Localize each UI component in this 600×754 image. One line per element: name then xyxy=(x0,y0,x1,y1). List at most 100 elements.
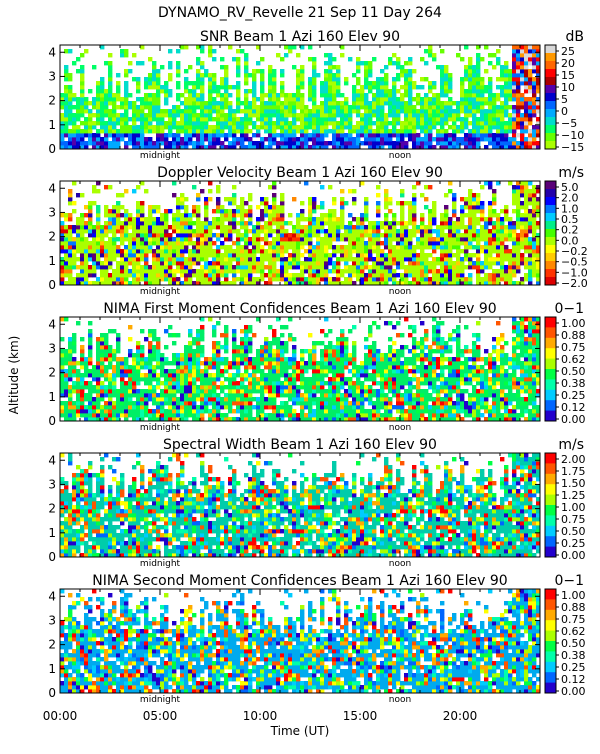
colorbar-swatch xyxy=(545,125,556,134)
colorbar-swatch xyxy=(545,683,556,694)
colorbar-swatch xyxy=(545,359,556,370)
colorbar-swatch xyxy=(545,672,556,683)
colorbar-swatch xyxy=(545,474,556,485)
colorbar-swatch xyxy=(545,261,556,270)
x-axis-label: Time (UT) xyxy=(270,724,330,738)
x-marker-midnight: midnight xyxy=(140,151,181,161)
y-tick-label: 0 xyxy=(48,550,56,564)
y-axis-label: Altitude (km) xyxy=(7,336,21,415)
heatmap-cells xyxy=(60,181,540,285)
colorbar-swatch xyxy=(545,327,556,338)
colorbar-swatch xyxy=(545,348,556,359)
colorbar-swatch xyxy=(545,400,556,411)
colorbar-swatch xyxy=(545,599,556,610)
colorbar-swatch xyxy=(545,589,556,600)
x-tick-label: 00:00 xyxy=(43,709,78,723)
colorbar-swatch xyxy=(545,205,556,214)
colorbar-swatch xyxy=(545,411,556,422)
colorbar-swatch xyxy=(545,229,556,238)
colorbar-swatch xyxy=(545,536,556,547)
colorbar: 5.02.01.00.50.20.0−0.2−0.5−1.0−2.0 xyxy=(545,181,588,290)
colorbar-swatch xyxy=(545,463,556,474)
y-tick-label: 4 xyxy=(48,45,56,59)
colorbar-swatch xyxy=(545,61,556,70)
panel-title: NIMA Second Moment Confidences Beam 1 Az… xyxy=(92,573,507,589)
x-tick-label: 05:00 xyxy=(143,709,178,723)
colorbar-label: 0.00 xyxy=(561,685,586,698)
x-marker-noon: noon xyxy=(389,695,411,705)
colorbar: 1.000.880.750.620.500.380.250.120.00 xyxy=(545,589,586,698)
y-tick-label: 2 xyxy=(48,502,56,516)
colorbar-unit: dB xyxy=(566,29,585,45)
y-tick-label: 4 xyxy=(48,453,56,467)
y-tick-label: 1 xyxy=(48,254,56,268)
x-marker-midnight: midnight xyxy=(140,423,181,433)
figure-title: DYNAMO_RV_Revelle 21 Sep 11 Day 264 xyxy=(158,5,442,21)
panel-4: NIMA Second Moment Confidences Beam 1 Az… xyxy=(48,573,585,705)
colorbar-swatch xyxy=(545,77,556,86)
colorbar-swatch xyxy=(545,453,556,464)
colorbar-unit: m/s xyxy=(558,165,584,181)
y-tick-label: 0 xyxy=(48,142,56,156)
y-tick-label: 0 xyxy=(48,414,56,428)
colorbar-swatch xyxy=(545,101,556,110)
x-marker-midnight: midnight xyxy=(140,695,181,705)
colorbar-swatch xyxy=(545,181,556,190)
heatmap-cells xyxy=(60,45,540,149)
heatmap-cells xyxy=(60,453,540,557)
colorbar-swatch xyxy=(545,93,556,102)
colorbar-label: −2.0 xyxy=(561,277,588,290)
colorbar-swatch xyxy=(545,515,556,526)
colorbar: 2.001.751.501.251.000.750.500.250.00 xyxy=(545,453,586,562)
colorbar-swatch xyxy=(545,547,556,558)
x-tick-label: 20:00 xyxy=(443,709,478,723)
colorbar: 1.000.880.750.620.500.380.250.120.00 xyxy=(545,317,586,426)
colorbar-unit: 0−1 xyxy=(554,573,584,589)
colorbar-swatch xyxy=(545,85,556,94)
colorbar-swatch xyxy=(545,277,556,286)
x-marker-noon: noon xyxy=(389,423,411,433)
colorbar-swatch xyxy=(545,317,556,328)
colorbar-swatch xyxy=(545,338,556,349)
colorbar-swatch xyxy=(545,620,556,631)
panel-title: NIMA First Moment Confidences Beam 1 Azi… xyxy=(103,301,496,317)
y-tick-label: 1 xyxy=(48,390,56,404)
y-tick-label: 4 xyxy=(48,589,56,603)
x-tick-label: 10:00 xyxy=(243,709,278,723)
colorbar-swatch xyxy=(545,390,556,401)
y-tick-label: 2 xyxy=(48,94,56,108)
y-tick-label: 3 xyxy=(48,205,56,219)
y-tick-label: 3 xyxy=(48,341,56,355)
colorbar-swatch xyxy=(545,141,556,150)
colorbar-swatch xyxy=(545,109,556,118)
y-tick-label: 3 xyxy=(48,477,56,491)
colorbar-swatch xyxy=(545,189,556,198)
colorbar-swatch xyxy=(545,245,556,254)
panel-title: Doppler Velocity Beam 1 Azi 160 Elev 90 xyxy=(157,165,443,181)
y-tick-label: 2 xyxy=(48,366,56,380)
colorbar-swatch xyxy=(545,631,556,642)
panel-2: NIMA First Moment Confidences Beam 1 Azi… xyxy=(48,301,585,433)
colorbar-swatch xyxy=(545,69,556,78)
x-marker-noon: noon xyxy=(389,151,411,161)
x-marker-midnight: midnight xyxy=(140,559,181,569)
colorbar-label: 0.00 xyxy=(561,413,586,426)
colorbar-swatch xyxy=(545,662,556,673)
y-tick-label: 1 xyxy=(48,662,56,676)
colorbar-swatch xyxy=(545,133,556,142)
y-tick-label: 2 xyxy=(48,638,56,652)
y-tick-label: 0 xyxy=(48,278,56,292)
panel-1: Doppler Velocity Beam 1 Azi 160 Elev 90 m… xyxy=(48,165,587,297)
y-tick-label: 3 xyxy=(48,69,56,83)
colorbar-swatch xyxy=(545,379,556,390)
y-tick-label: 4 xyxy=(48,317,56,331)
y-tick-label: 4 xyxy=(48,181,56,195)
colorbar-swatch xyxy=(545,369,556,380)
colorbar-unit: m/s xyxy=(558,437,584,453)
heatmap-cells xyxy=(60,317,540,421)
colorbar-label: 0.00 xyxy=(561,549,586,562)
